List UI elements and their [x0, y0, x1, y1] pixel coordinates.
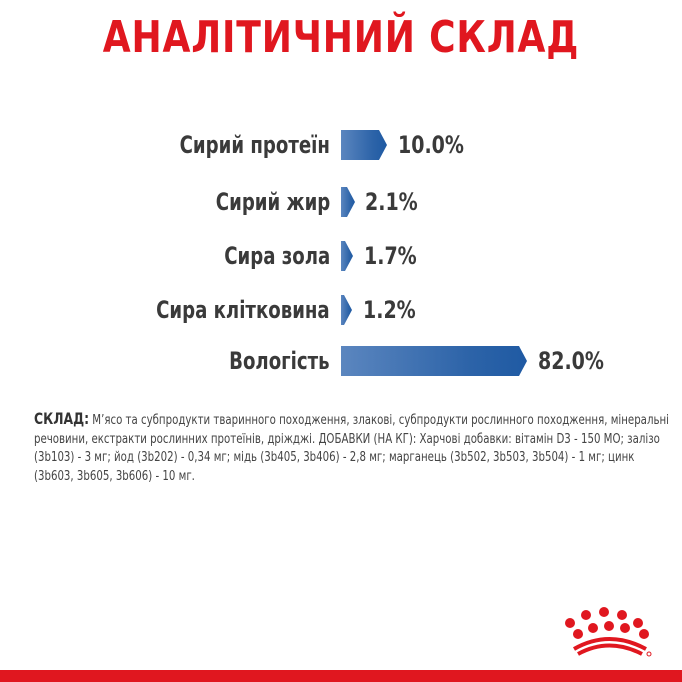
- composition-body: М’ясо та субпродукти тваринного походжен…: [34, 413, 669, 484]
- composition-heading: СКЛАД:: [34, 409, 90, 428]
- footer-bar: [0, 670, 682, 682]
- row-label: Сирий жир: [215, 188, 330, 216]
- row-label: Вологість: [229, 347, 330, 375]
- bar: [341, 241, 353, 271]
- chart-row-fat: Сирий жир 2.1%: [0, 184, 682, 224]
- row-value: 82.0%: [538, 347, 604, 375]
- chart-row-moisture: Вологість 82.0%: [0, 343, 682, 383]
- chart-row-protein: Сирий протеїн 10.0%: [0, 127, 682, 167]
- bar: [341, 295, 352, 325]
- row-value: 1.2%: [363, 296, 416, 324]
- row-label: Сира клітковина: [156, 296, 330, 324]
- page-title: АНАЛІТИЧНИЙ СКЛАД: [102, 12, 580, 63]
- row-label: Сирий протеїн: [179, 131, 330, 159]
- row-value: 2.1%: [365, 188, 418, 216]
- row-label: Сира зола: [223, 242, 330, 270]
- chart-row-fibre: Сира клітковина 1.2%: [0, 292, 682, 332]
- bar: [341, 130, 387, 160]
- composition-text: СКЛАД: М’ясо та субпродукти тваринного п…: [34, 409, 670, 486]
- bar: [341, 187, 355, 217]
- royal-canin-crown-logo: [565, 607, 652, 657]
- row-value: 1.7%: [364, 242, 417, 270]
- row-value: 10.0%: [398, 131, 464, 159]
- chart-row-ash: Сира зола 1.7%: [0, 238, 682, 278]
- bar: [341, 346, 527, 376]
